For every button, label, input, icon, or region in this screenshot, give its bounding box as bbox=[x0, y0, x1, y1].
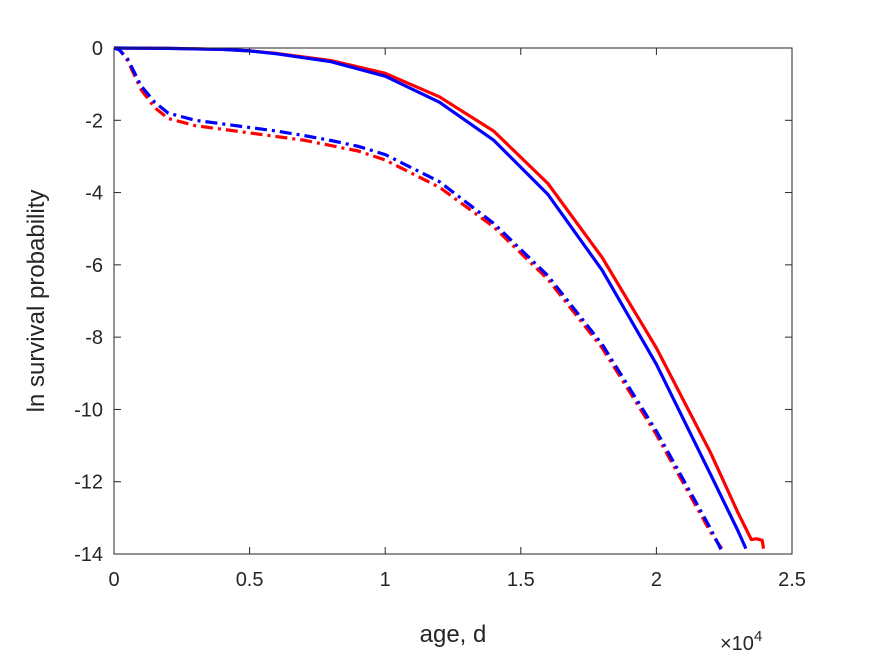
series-layer bbox=[113, 46, 766, 554]
y-tick-label: -2 bbox=[85, 110, 103, 132]
series-line-2 bbox=[113, 46, 748, 550]
y-tick-label: 0 bbox=[92, 38, 103, 60]
y-tick-label: -14 bbox=[74, 544, 103, 566]
plot-frame bbox=[113, 47, 793, 555]
x-ticks: 0 0.5 1 1.5 2 2.5 bbox=[108, 48, 806, 591]
x-tick-label: 2.5 bbox=[778, 569, 806, 591]
plot-area bbox=[114, 48, 792, 554]
x-tick-label: 1 bbox=[380, 569, 391, 591]
y-tick-label: -4 bbox=[85, 183, 103, 205]
x-axis-label: age, d bbox=[420, 621, 487, 648]
x-exponent-power: 4 bbox=[754, 628, 762, 645]
y-tick-label: -10 bbox=[74, 399, 103, 421]
series-line-4 bbox=[113, 46, 723, 552]
x-tick-label: 0.5 bbox=[236, 569, 264, 591]
y-tick-label: -8 bbox=[85, 327, 103, 349]
y-ticks: 0 -2 -4 -6 -8 -10 -12 -14 bbox=[74, 38, 792, 566]
x-exponent-label: ×104 bbox=[720, 628, 762, 655]
y-axis-label: ln survival probability bbox=[23, 190, 50, 413]
x-tick-label: 0 bbox=[108, 569, 119, 591]
x-tick-label: 2 bbox=[651, 569, 662, 591]
x-exponent-base: ×10 bbox=[720, 633, 754, 655]
x-tick-label: 1.5 bbox=[507, 569, 535, 591]
y-tick-label: -6 bbox=[85, 255, 103, 277]
y-tick-label: -12 bbox=[74, 472, 103, 494]
series-line-3 bbox=[113, 46, 726, 554]
